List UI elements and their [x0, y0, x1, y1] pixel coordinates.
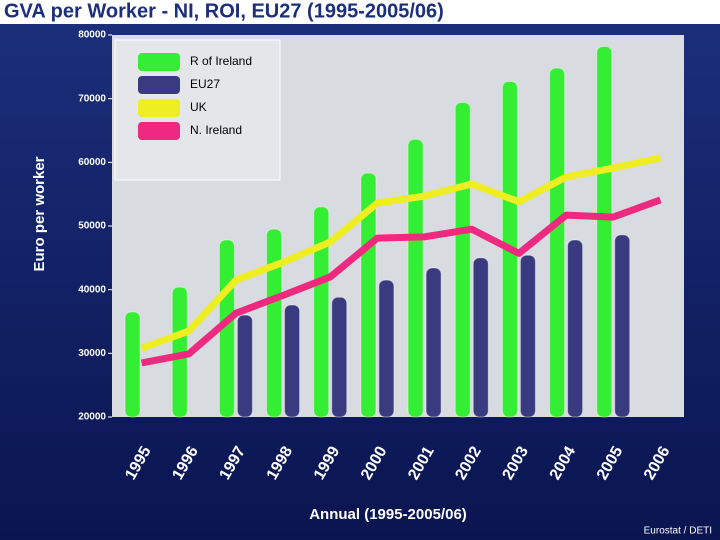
bar: [596, 45, 613, 418]
y-tick-label: 80000: [78, 30, 106, 41]
legend-label: UK: [190, 100, 207, 114]
bar: [472, 257, 489, 418]
chart-title: GVA per Worker - NI, ROI, EU27 (1995-200…: [4, 0, 444, 22]
legend-label: EU27: [190, 77, 220, 91]
bar: [407, 138, 424, 418]
bar: [266, 228, 283, 418]
y-tick-label: 50000: [78, 221, 106, 232]
bar: [454, 101, 471, 418]
bar: [236, 314, 253, 418]
legend-label: R of Ireland: [190, 54, 252, 68]
line-series: [140, 196, 662, 367]
legend-swatch: [138, 53, 180, 71]
line-series: [140, 154, 662, 352]
y-tick-label: 40000: [78, 284, 106, 295]
bar: [313, 206, 330, 418]
bar: [124, 311, 141, 418]
y-tick-label: 30000: [78, 348, 106, 359]
bar: [614, 234, 631, 418]
bar: [519, 254, 536, 418]
bar: [284, 304, 301, 418]
bar: [425, 267, 442, 418]
source: Eurostat / DETI: [644, 526, 712, 537]
x-axis-label: Annual (1995-2005/06): [309, 506, 467, 523]
bar: [331, 296, 348, 418]
legend-swatch: [138, 122, 180, 140]
y-tick-label: 20000: [78, 412, 106, 423]
bar: [567, 239, 584, 418]
bar: [360, 172, 377, 418]
title-bar: [0, 0, 720, 24]
bar: [549, 67, 566, 418]
legend-swatch: [138, 99, 180, 117]
legend-swatch: [138, 76, 180, 94]
bar: [378, 279, 395, 418]
y-tick-label: 70000: [78, 93, 106, 104]
y-tick-label: 60000: [78, 157, 106, 168]
legend-label: N. Ireland: [190, 123, 242, 137]
y-axis-label: Euro per worker: [31, 156, 48, 271]
